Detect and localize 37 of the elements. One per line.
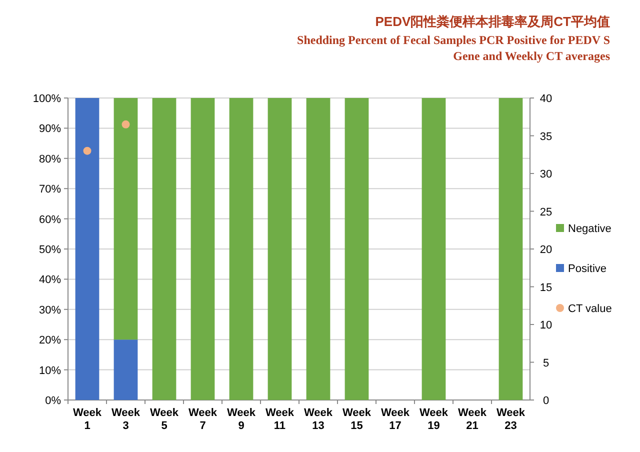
y2-tick-label: 20: [540, 244, 552, 256]
chart-subtitle: Shedding Percent of Fecal Samples PCR Positive for PEDV S Gene and Weekly CT averages: [297, 33, 610, 63]
y-tick-label: 0%: [45, 395, 62, 407]
y2-tick-label: 30: [540, 168, 552, 180]
x-tick-label: Week 13: [304, 407, 334, 432]
y-tick-label: 30%: [38, 304, 62, 316]
x-tick-label: Week 1: [72, 407, 102, 432]
y-tick-label: 10%: [38, 364, 62, 377]
legend-label: Negative: [568, 223, 612, 235]
x-tick-label: Week 17: [380, 407, 410, 432]
x-tick-label: Week 7: [188, 407, 218, 432]
legend-label: CT value: [568, 303, 612, 315]
y2-tick-label: 0: [542, 395, 550, 407]
y-tick-label: 60%: [38, 214, 62, 226]
y2-tick-label: 5: [542, 357, 550, 370]
x-tick-label: Week 21: [458, 407, 488, 432]
x-tick-label: Week 15: [342, 407, 372, 432]
x-tick-label: Week 11: [265, 407, 295, 432]
y2-tick-label: 10: [540, 320, 552, 332]
x-tick-label: Week 3: [111, 407, 141, 432]
y2-tick-label: 15: [540, 282, 552, 294]
y-tick-label: 90%: [38, 123, 62, 136]
y-tick-label: 40%: [38, 274, 62, 286]
x-tick-label: Week 9: [226, 407, 256, 432]
y-tick-label: 100%: [32, 93, 62, 105]
y2-tick-label: 35: [540, 130, 552, 143]
y-tick-label: 70%: [38, 184, 62, 196]
y-tick-label: 80%: [38, 153, 62, 166]
x-tick-label: Week 5: [150, 407, 180, 432]
x-tick-label: Week 19: [419, 407, 449, 432]
y-tick-label: 50%: [38, 244, 62, 256]
x-tick-label: Week 23: [496, 407, 526, 432]
y2-tick-label: 40: [540, 93, 552, 105]
chart-title: PEDV阳性粪便样本排毒率及周CT平均值: [375, 14, 610, 29]
y2-tick-label: 25: [540, 206, 552, 218]
legend-label: Positive: [568, 263, 607, 275]
y-tick-label: 20%: [38, 334, 62, 347]
